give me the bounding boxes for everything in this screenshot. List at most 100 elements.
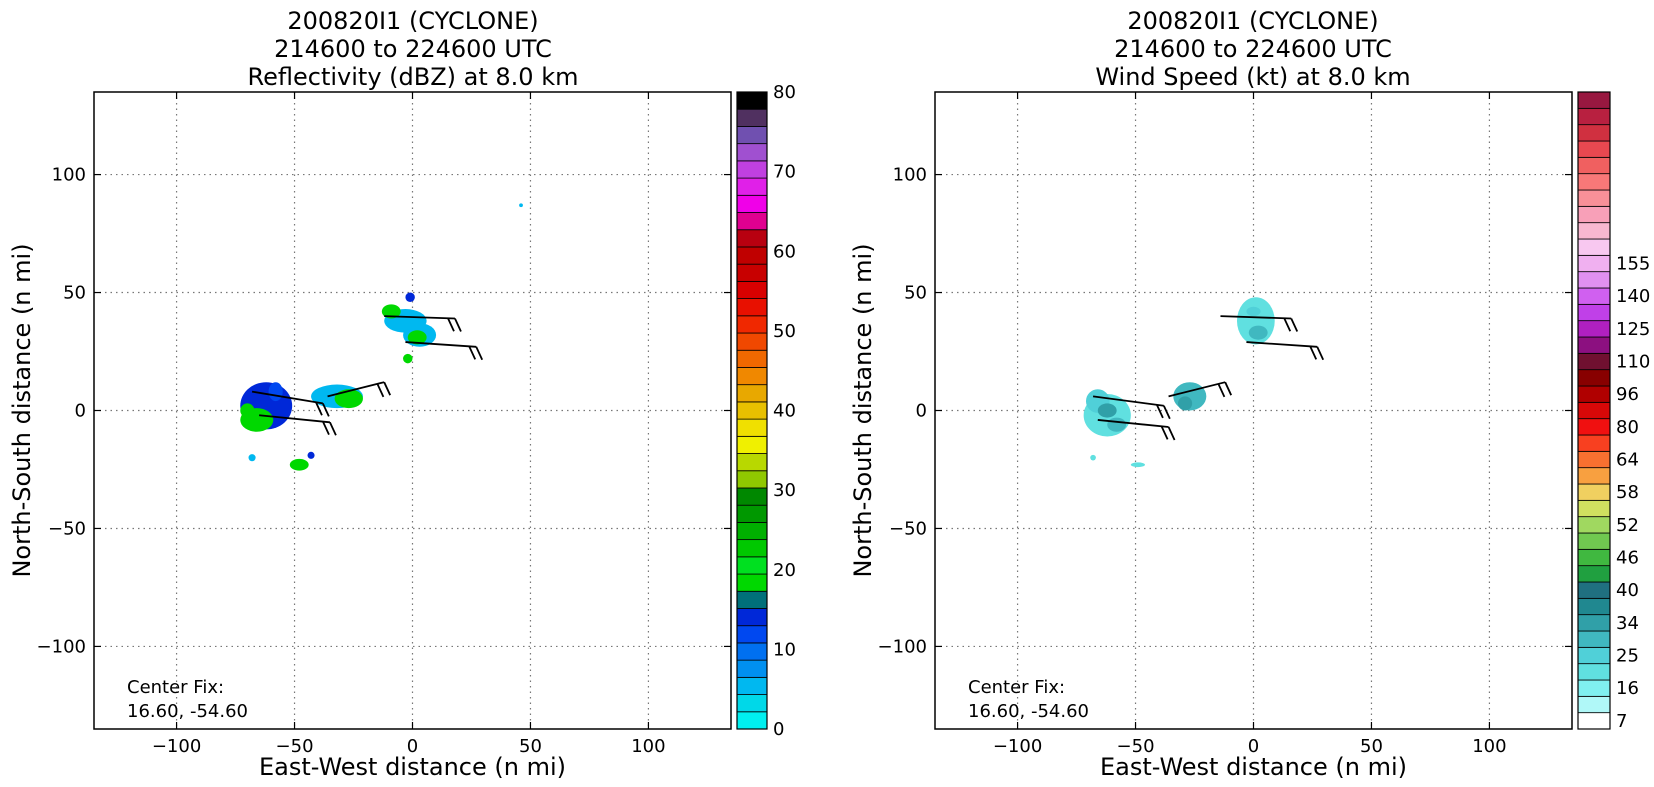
colorbar-swatch bbox=[736, 470, 768, 489]
data-cell bbox=[1107, 417, 1127, 432]
wind-barb bbox=[405, 341, 484, 361]
wind-barb bbox=[384, 315, 462, 332]
colorbar-swatch bbox=[736, 401, 768, 420]
chart-title-line: 200820I1 (CYCLONE) bbox=[1127, 7, 1378, 35]
colorbar-swatch bbox=[736, 126, 768, 145]
colorbar-tick-label: 0 bbox=[773, 719, 784, 740]
colorbar-swatch bbox=[736, 711, 768, 730]
y-tick-label: −50 bbox=[48, 518, 86, 539]
data-cell bbox=[248, 454, 256, 462]
colorbar-swatch bbox=[736, 315, 768, 334]
center-fix-annotation: 16.60, -54.60 bbox=[968, 701, 1089, 722]
colorbar-tick-label: 58 bbox=[1616, 482, 1639, 503]
y-tick-label: 100 bbox=[52, 165, 86, 186]
x-axis-label: East-West distance (n mi) bbox=[1100, 753, 1407, 781]
wind-barb bbox=[327, 381, 392, 398]
chart-title-line: 214600 to 224600 UTC bbox=[274, 35, 552, 63]
x-axis-label: East-West distance (n mi) bbox=[259, 753, 566, 781]
y-axis-label: North-South distance (n mi) bbox=[849, 243, 877, 577]
data-cell bbox=[1097, 403, 1117, 418]
data-cell bbox=[1090, 454, 1096, 461]
colorbar-swatch bbox=[1577, 516, 1611, 534]
y-tick-label: −100 bbox=[37, 636, 86, 657]
data-cell bbox=[519, 203, 523, 208]
data-layer bbox=[240, 203, 523, 471]
wind-barb-flag bbox=[315, 401, 323, 416]
wind-barb-flag bbox=[1217, 383, 1226, 398]
wind-barb-flag bbox=[1224, 381, 1233, 396]
colorbar-swatch bbox=[1577, 401, 1611, 420]
colorbar-tick-label: 46 bbox=[1616, 548, 1639, 569]
wind-barb-shaft bbox=[1246, 341, 1318, 348]
wind-barb-flag bbox=[1160, 425, 1169, 440]
y-axis-label: North-South distance (n mi) bbox=[8, 243, 36, 577]
wind-speed-panel: 200820I1 (CYCLONE)214600 to 224600 UTCWi… bbox=[849, 7, 1650, 781]
colorbar-swatch bbox=[1577, 434, 1611, 452]
wind-barb-flag bbox=[1156, 404, 1164, 419]
data-cell bbox=[334, 389, 363, 409]
colorbar-swatch bbox=[1577, 173, 1611, 191]
colorbar-tick-label: 10 bbox=[773, 639, 796, 660]
colorbar-swatch bbox=[1577, 320, 1611, 338]
x-tick-label: −100 bbox=[152, 736, 201, 757]
wind-barb-flag bbox=[1290, 318, 1299, 332]
wind-barb-flag bbox=[329, 421, 337, 436]
data-cell bbox=[1178, 396, 1193, 411]
colorbar-swatch bbox=[1577, 597, 1611, 616]
colorbar-swatch bbox=[1577, 222, 1611, 240]
colorbar-swatch bbox=[736, 212, 768, 231]
colorbar-tick-label: 16 bbox=[1616, 678, 1639, 699]
colorbar-swatch bbox=[736, 367, 768, 386]
wind-barb-flag bbox=[454, 318, 462, 332]
colorbar-swatch bbox=[1577, 124, 1611, 142]
wind-barb-flag bbox=[322, 421, 330, 435]
colorbar-swatch bbox=[1577, 238, 1611, 256]
colorbar-swatch bbox=[736, 487, 768, 506]
colorbar-swatch bbox=[736, 590, 768, 609]
data-cell bbox=[307, 451, 315, 459]
colorbar-swatch bbox=[1577, 646, 1611, 665]
chart-title-line: 214600 to 224600 UTC bbox=[1114, 35, 1392, 63]
colorbar-tick-label: 110 bbox=[1616, 352, 1650, 373]
data-cell bbox=[240, 403, 255, 418]
colorbar-swatch bbox=[736, 298, 768, 317]
colorbar-swatch bbox=[1577, 679, 1611, 697]
colorbar-swatch bbox=[736, 263, 768, 282]
wind-barb bbox=[1097, 419, 1176, 441]
colorbar-frame bbox=[1577, 91, 1611, 730]
colorbar-swatch bbox=[1577, 483, 1611, 501]
colorbar-tick-label: 70 bbox=[773, 162, 796, 183]
colorbar-swatch bbox=[736, 229, 768, 248]
colorbar-swatch bbox=[1577, 140, 1611, 158]
colorbar-swatch bbox=[736, 160, 768, 179]
colorbar-swatch bbox=[1577, 189, 1611, 207]
colorbar-swatch bbox=[1577, 565, 1611, 583]
colorbar-swatch bbox=[1577, 450, 1611, 469]
data-cell bbox=[403, 353, 413, 364]
colorbar-swatch bbox=[736, 642, 768, 661]
data-cell bbox=[381, 304, 401, 319]
data-cell bbox=[1248, 325, 1268, 340]
y-tick-label: 0 bbox=[75, 401, 86, 422]
colorbar-swatch bbox=[736, 177, 768, 196]
x-tick-label: 100 bbox=[631, 736, 665, 757]
colorbar-swatch bbox=[736, 522, 768, 541]
y-tick-label: 50 bbox=[63, 283, 86, 304]
colorbar-swatch bbox=[736, 539, 768, 558]
colorbar-tick-label: 40 bbox=[773, 401, 796, 422]
colorbar-swatch bbox=[1577, 287, 1611, 305]
colorbar-swatch bbox=[1577, 663, 1611, 681]
colorbar-tick-label: 40 bbox=[1616, 580, 1639, 601]
colorbar-swatch bbox=[736, 625, 768, 644]
x-tick-label: 0 bbox=[407, 736, 418, 757]
y-tick-label: 100 bbox=[893, 165, 927, 186]
colorbar-swatch bbox=[736, 246, 768, 265]
wind-barb-flag bbox=[1167, 426, 1176, 441]
colorbar-swatch bbox=[736, 676, 768, 695]
x-tick-label: 0 bbox=[1248, 736, 1259, 757]
x-tick-label: 50 bbox=[519, 736, 542, 757]
wind-barb-flag bbox=[447, 317, 455, 332]
wind-barb-flag bbox=[1283, 317, 1292, 332]
colorbar-swatch bbox=[736, 659, 768, 678]
data-cell bbox=[407, 330, 427, 345]
